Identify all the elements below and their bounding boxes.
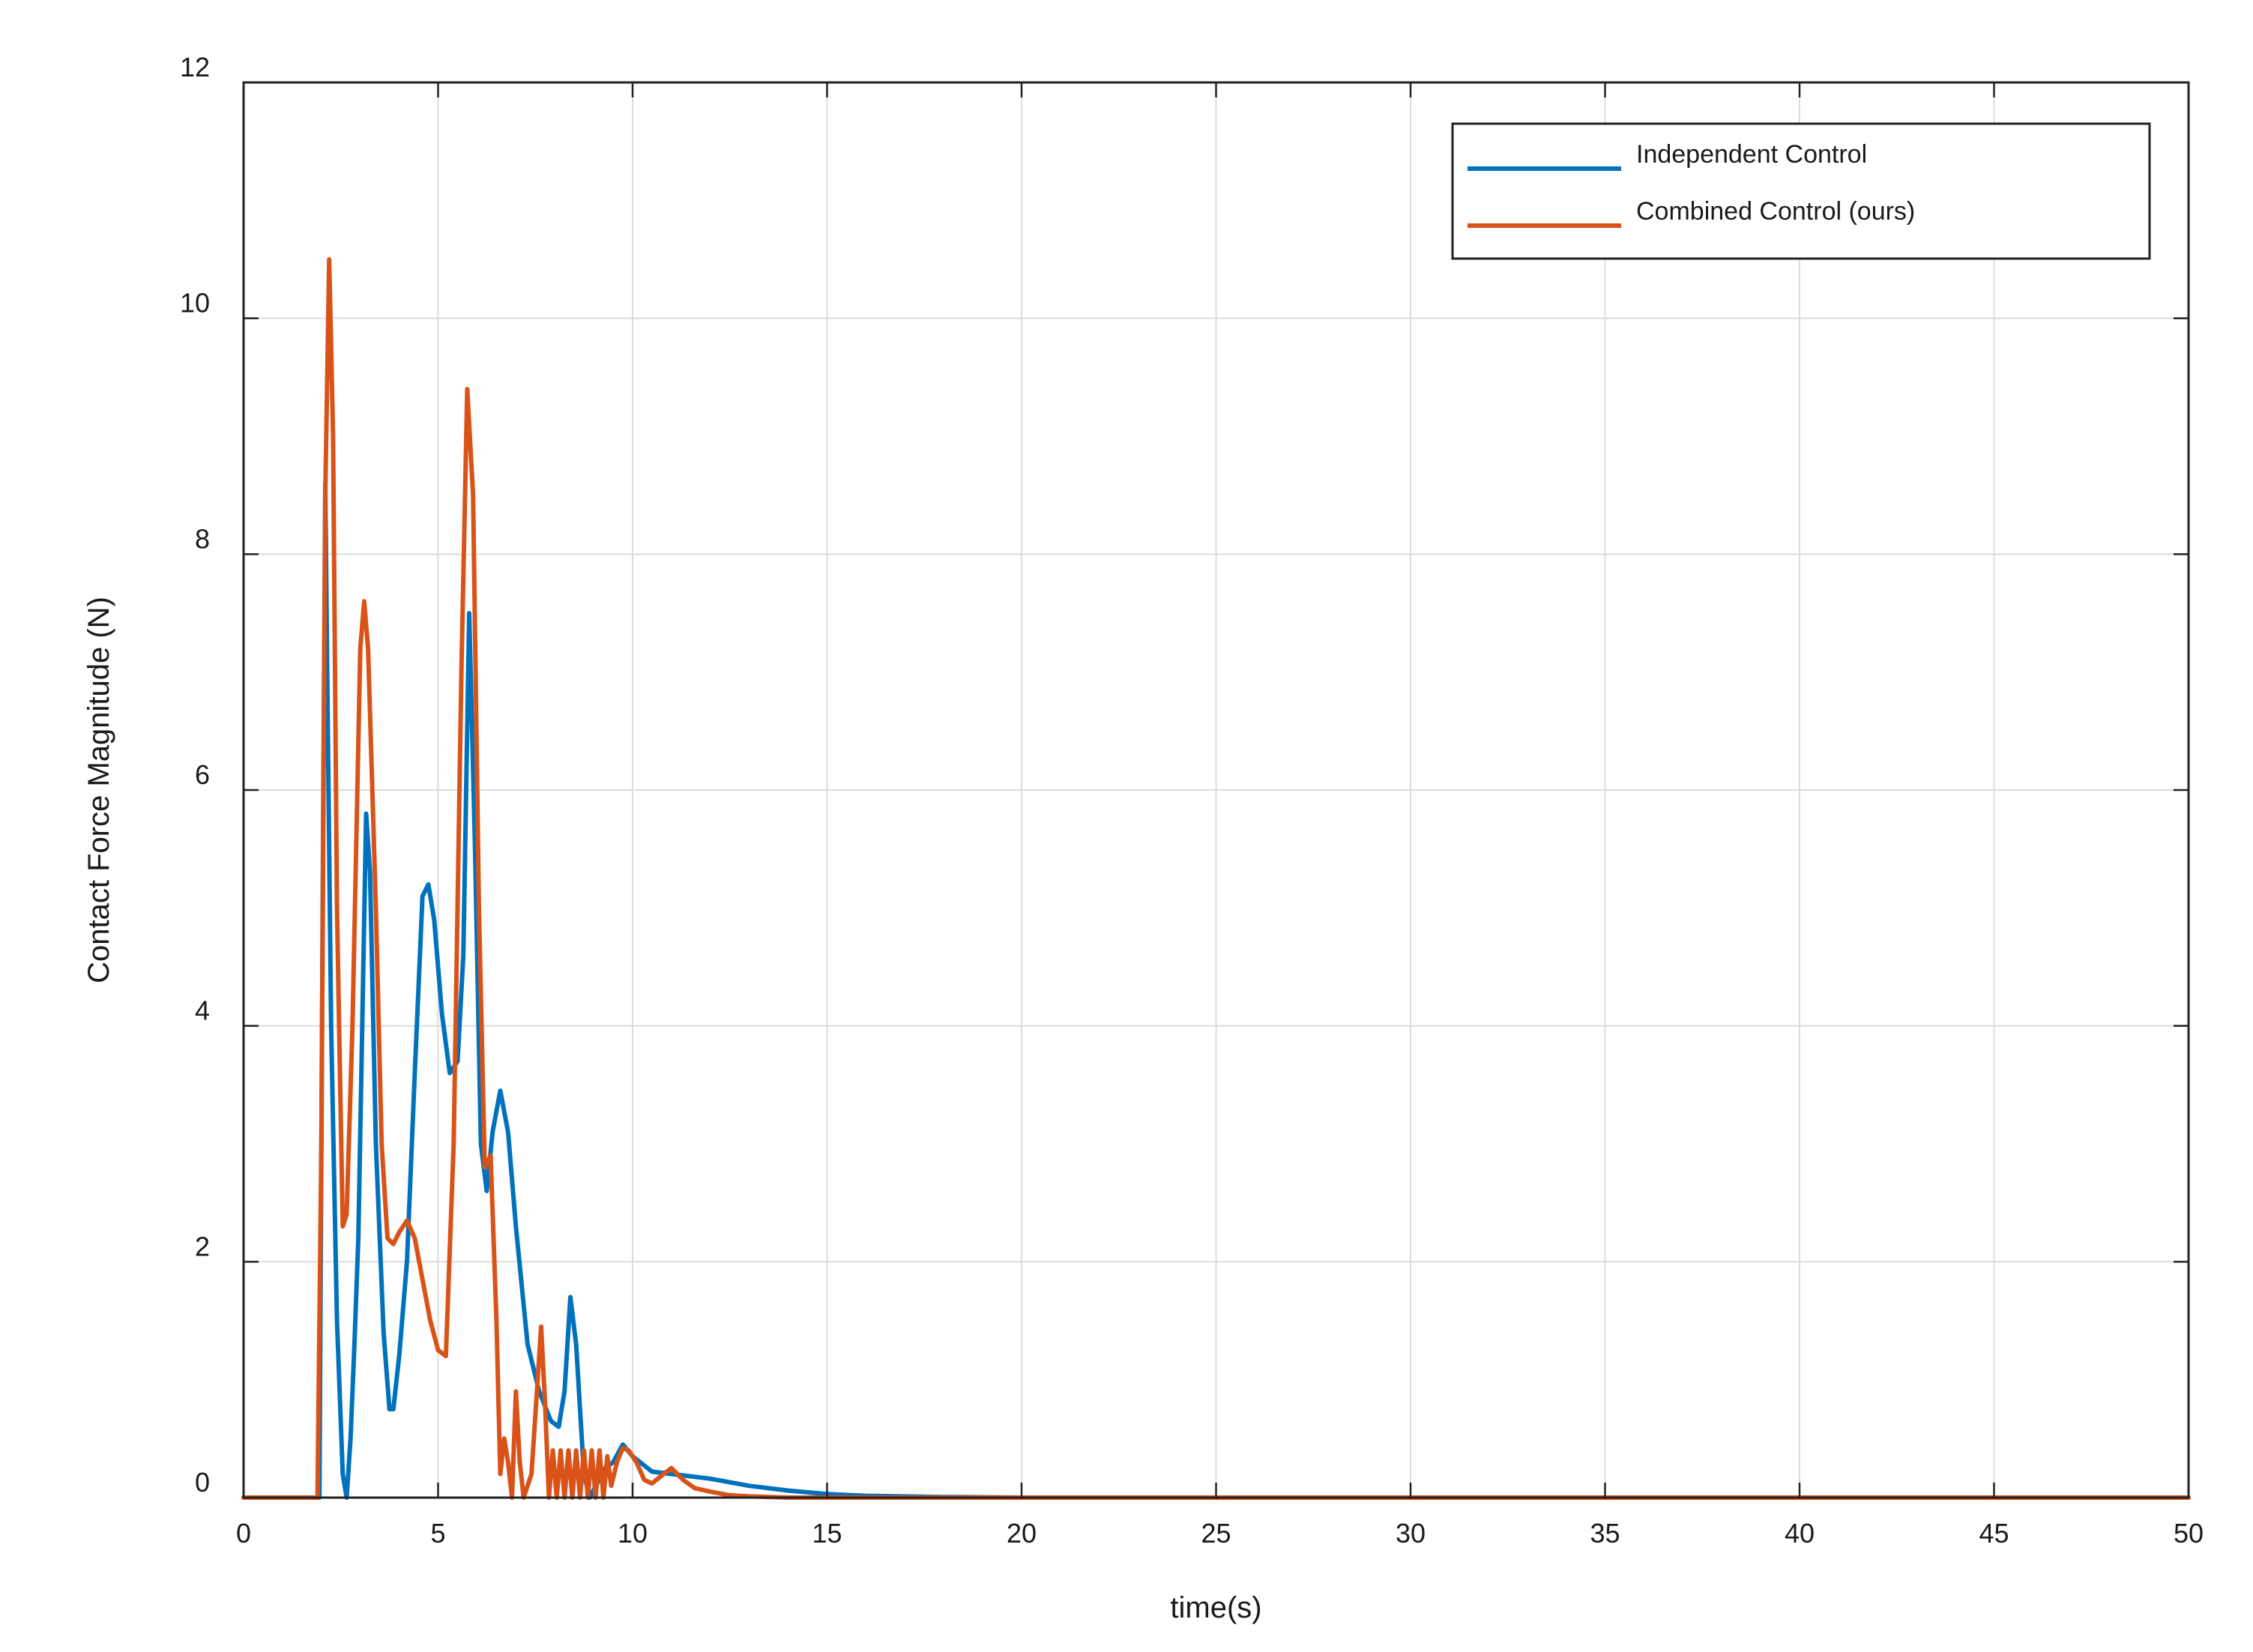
- plot-lines: [241, 257, 2191, 1500]
- x-tick-label: 10: [618, 1518, 648, 1549]
- y-tick-label: 10: [180, 288, 210, 319]
- y-tick-label: 12: [180, 52, 210, 82]
- legend-label-combined: Combined Control (ours): [1636, 197, 1915, 226]
- x-tick-label: 25: [1201, 1518, 1231, 1549]
- legend-box: [1451, 122, 2151, 260]
- x-tick-label: 50: [2174, 1518, 2204, 1549]
- grid-lines: [244, 82, 2189, 1498]
- x-tick-label: 20: [1007, 1518, 1037, 1549]
- x-tick-label: 5: [430, 1518, 445, 1549]
- legend-label-independent: Independent Control: [1636, 140, 1867, 169]
- x-tick-label: 15: [812, 1518, 842, 1549]
- y-tick-label: 0: [195, 1467, 210, 1498]
- x-tick-label: 0: [236, 1518, 251, 1549]
- x-axis-label: time(s): [1170, 1591, 1261, 1624]
- y-axis-label: Contact Force Magnitude (N): [82, 597, 115, 983]
- x-tick-label: 45: [1979, 1518, 2009, 1549]
- x-tick-label: 35: [1590, 1518, 1620, 1549]
- x-tick-label: 30: [1396, 1518, 1426, 1549]
- y-tick-label: 6: [195, 759, 210, 790]
- series-line-combined: [241, 257, 2191, 1500]
- x-tick-label: 40: [1785, 1518, 1815, 1549]
- y-tick-label: 4: [195, 995, 210, 1026]
- tick-marks: [242, 81, 2190, 1499]
- tick-labels: 0 5 10 15 20 25 30 35 40 45 50 0 2 4 6 8 10 12: [180, 52, 2204, 1549]
- legend: Independent Control Combined Control (ou…: [1451, 122, 2151, 260]
- y-tick-label: 2: [195, 1231, 210, 1261]
- y-tick-label: 8: [195, 523, 210, 554]
